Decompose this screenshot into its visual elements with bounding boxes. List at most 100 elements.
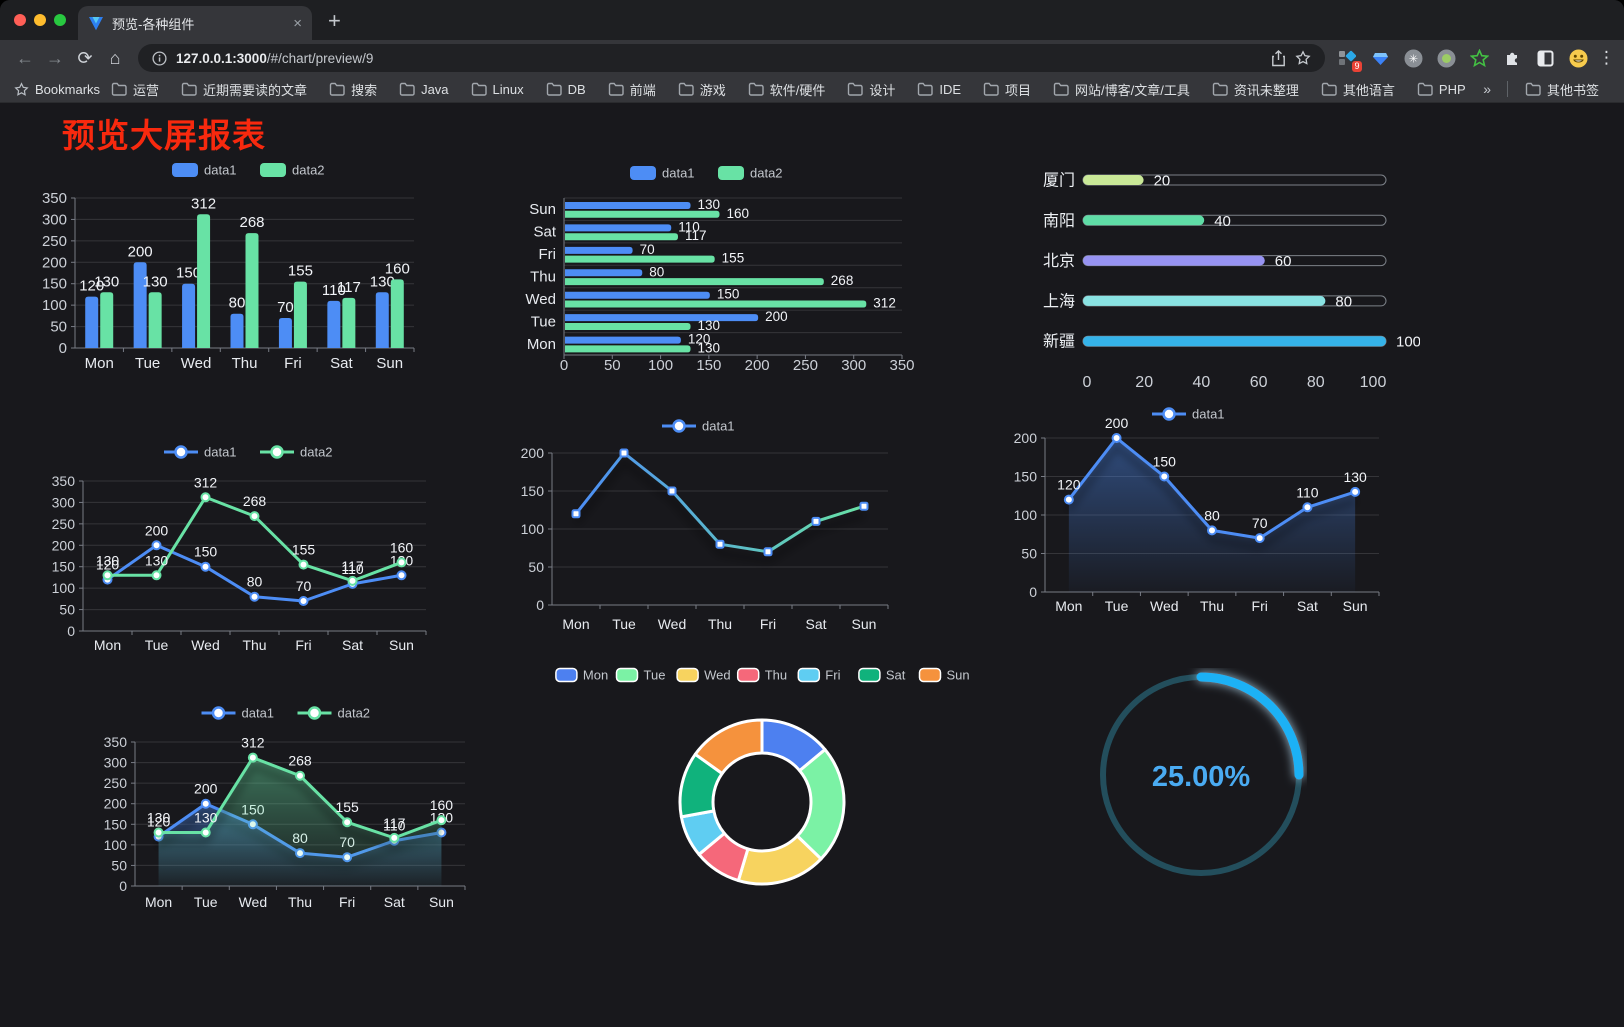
- other-bookmarks[interactable]: 其他书签: [1514, 80, 1610, 99]
- svg-text:Tue: Tue: [145, 637, 169, 653]
- svg-text:50: 50: [50, 319, 67, 336]
- gradient-line-chart[interactable]: 0 50 100 150 200 Mon Tue Wed Thu Fri Sat Sun data1: [500, 398, 900, 635]
- svg-text:data2: data2: [338, 706, 371, 721]
- svg-text:350: 350: [52, 473, 76, 489]
- svg-text:100: 100: [521, 521, 545, 537]
- svg-text:150: 150: [176, 265, 201, 282]
- svg-text:110: 110: [322, 282, 346, 299]
- extension-star-icon[interactable]: [1469, 48, 1489, 68]
- bookmark-folder[interactable]: 游戏: [667, 80, 737, 99]
- svg-text:250: 250: [42, 233, 67, 250]
- extension-emoji-icon[interactable]: [1568, 48, 1588, 68]
- bookmark-folder[interactable]: 搜索: [318, 80, 388, 99]
- svg-text:data1: data1: [662, 166, 695, 181]
- gauge-chart[interactable]: 25.00%: [1095, 668, 1307, 882]
- home-icon[interactable]: ⌂: [109, 48, 121, 68]
- extension-puzzle-icon[interactable]: [1502, 48, 1522, 68]
- svg-text:250: 250: [52, 516, 76, 532]
- svg-text:data2: data2: [292, 163, 325, 178]
- bookmark-star-icon[interactable]: [1295, 50, 1311, 66]
- browser-menu-icon[interactable]: ⋮: [1598, 48, 1615, 67]
- svg-text:350: 350: [889, 357, 914, 374]
- svg-text:Thu: Thu: [765, 668, 787, 683]
- folder-icon: [1321, 82, 1337, 96]
- svg-text:130: 130: [370, 273, 395, 290]
- svg-text:50: 50: [604, 357, 621, 374]
- svg-text:130: 130: [143, 273, 168, 290]
- svg-text:Tue: Tue: [531, 313, 556, 330]
- bookmark-folder[interactable]: 设计: [836, 80, 906, 99]
- svg-text:100: 100: [1014, 507, 1038, 523]
- bookmark-folder[interactable]: IDE: [906, 82, 972, 97]
- svg-text:Tue: Tue: [135, 355, 160, 372]
- folder-icon: [748, 82, 764, 96]
- svg-text:Sun: Sun: [1343, 598, 1368, 614]
- svg-text:0: 0: [560, 357, 568, 374]
- svg-text:150: 150: [52, 559, 76, 575]
- reload-icon[interactable]: ⟳: [77, 48, 93, 68]
- forward-icon[interactable]: →: [46, 48, 64, 68]
- svg-text:300: 300: [841, 357, 866, 374]
- minimize-window-button[interactable]: [34, 14, 46, 26]
- bookmarks-overflow-chevron[interactable]: »: [1483, 81, 1491, 97]
- extension-gem-icon[interactable]: [1370, 48, 1390, 68]
- area-line-chart[interactable]: 0 50 100 150 200 Mon Tue Wed Thu Fri Sat Sun 120 200 1…: [985, 385, 1395, 620]
- bookmark-folder[interactable]: Linux: [460, 82, 535, 97]
- browser-toolbar: ← → ⟳ ⌂ 127.0.0.1:3000/#/chart/preview/9…: [0, 40, 1624, 76]
- two-series-line-chart[interactable]: 0 50 100 150 200 250 300 350 Mon Tue Wed Thu Fri Sat S…: [40, 430, 460, 660]
- svg-text:300: 300: [52, 494, 76, 510]
- bookmark-folder[interactable]: 近期需要读的文章: [170, 80, 318, 99]
- extension-sidebar-icon[interactable]: [1535, 48, 1555, 68]
- close-window-button[interactable]: [14, 14, 26, 26]
- bookmark-folder[interactable]: 前端: [597, 80, 667, 99]
- bookmark-folder[interactable]: 软件/硬件: [737, 80, 837, 99]
- bookmarks-divider: [1506, 81, 1508, 97]
- new-tab-button[interactable]: +: [328, 8, 341, 33]
- svg-text:Wed: Wed: [1150, 598, 1179, 614]
- svg-text:350: 350: [104, 734, 128, 750]
- site-info-icon[interactable]: [152, 50, 167, 66]
- svg-text:120: 120: [1057, 477, 1081, 493]
- folder-icon: [399, 82, 415, 96]
- bookmark-folder[interactable]: 网站/博客/文章/工具: [1042, 80, 1201, 99]
- bookmark-folder[interactable]: Java: [388, 82, 459, 97]
- bookmark-folder[interactable]: PHP: [1406, 82, 1473, 97]
- svg-text:200: 200: [194, 781, 218, 797]
- svg-text:厦门: 厦门: [1043, 172, 1075, 190]
- extension-record-icon[interactable]: [1436, 48, 1456, 68]
- bookmarks-bar: Bookmarks 运营 近期需要读的文章 搜索 Java: [0, 76, 1624, 103]
- svg-text:350: 350: [42, 190, 67, 207]
- svg-text:0: 0: [59, 340, 67, 357]
- svg-text:北京: 北京: [1043, 252, 1075, 270]
- folder-icon: [1525, 82, 1541, 96]
- svg-text:Fri: Fri: [339, 894, 355, 910]
- svg-text:Fri: Fri: [539, 246, 557, 263]
- folder-icon: [678, 82, 694, 96]
- extension-snowflake-icon[interactable]: ✳: [1403, 48, 1423, 68]
- url-host: 127.0.0.1:3000: [176, 50, 267, 66]
- bookmark-folder[interactable]: 其他语言: [1310, 80, 1406, 99]
- browser-tab[interactable]: 预览-各种组件 ×: [78, 6, 312, 40]
- bookmark-folder[interactable]: 项目: [972, 80, 1042, 99]
- url-bar[interactable]: 127.0.0.1:3000/#/chart/preview/9: [138, 44, 1325, 72]
- svg-text:Mon: Mon: [145, 894, 172, 910]
- bookmark-folder[interactable]: DB: [535, 82, 597, 97]
- svg-text:0: 0: [119, 878, 127, 894]
- star-icon: [14, 81, 29, 97]
- share-icon[interactable]: [1271, 49, 1286, 67]
- tab-close-icon[interactable]: ×: [293, 14, 302, 32]
- extension-grid-icon[interactable]: 9: [1337, 48, 1362, 72]
- progress-bar-chart[interactable]: 厦门 20 南阳 40 北京 60 上海 80 新疆 100 0 20 40 60 80 100: [1000, 150, 1421, 395]
- svg-text:117: 117: [685, 228, 707, 243]
- two-series-area-chart[interactable]: 0 50 100 150 200 250 300 350 Mon Tue Wed Thu Fri Sat S…: [90, 690, 485, 925]
- horizontal-bar-chart[interactable]: 0 50 100 150 200 250 300 350 Mon 120 130 Tue 200 130 W…: [498, 150, 918, 390]
- grouped-bar-chart[interactable]: 0 50 100 150 200 250 300 350 Mon Tue Wed Thu Fri Sat S…: [40, 120, 460, 380]
- svg-text:Thu: Thu: [242, 637, 266, 653]
- bookmarks-manager[interactable]: Bookmarks: [14, 82, 111, 97]
- zoom-window-button[interactable]: [54, 14, 66, 26]
- bookmark-folder[interactable]: 运营: [111, 80, 170, 99]
- back-icon[interactable]: ←: [16, 48, 34, 68]
- donut-chart[interactable]: Mon Tue Wed Thu Fri Sat Sun: [555, 640, 970, 890]
- svg-text:150: 150: [104, 816, 128, 832]
- bookmark-folder[interactable]: 资讯未整理: [1201, 80, 1310, 99]
